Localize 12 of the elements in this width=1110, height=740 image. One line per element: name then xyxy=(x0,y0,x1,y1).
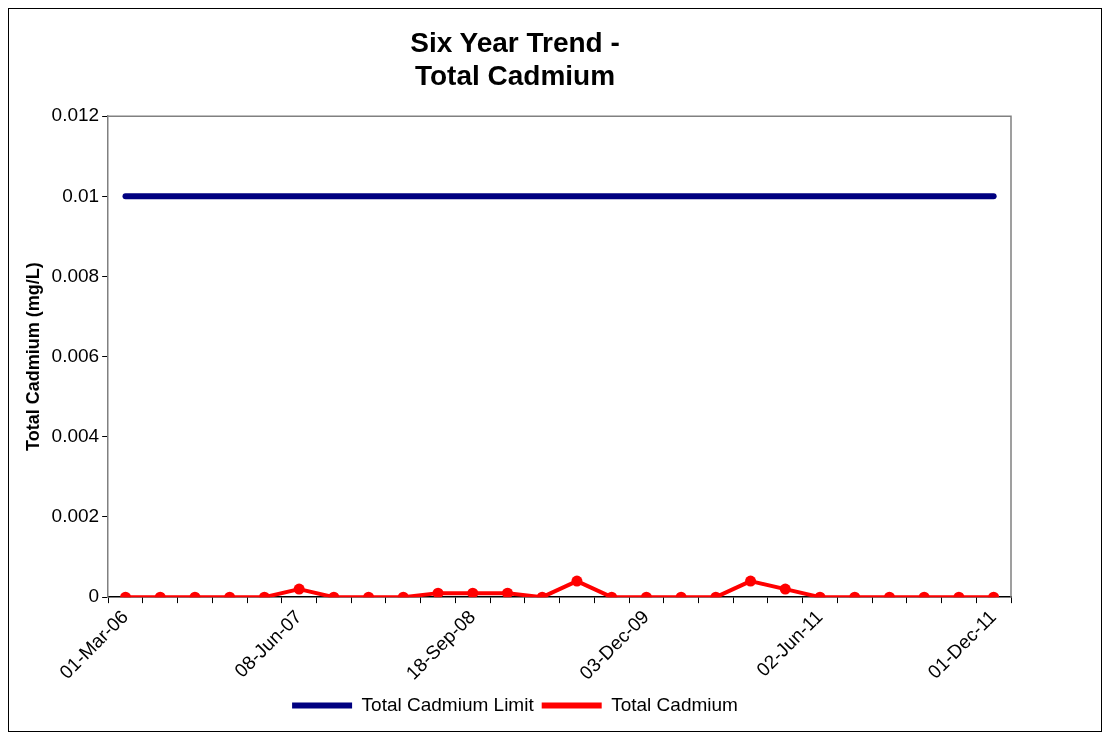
y-axis-title: Total Cadmium (mg/L) xyxy=(22,262,43,451)
legend-label: Total Cadmium Limit xyxy=(361,693,535,715)
y-tick-label: 0.004 xyxy=(51,425,100,447)
legend-label: Total Cadmium xyxy=(611,693,738,715)
y-tick-label: 0.01 xyxy=(62,184,100,206)
y-tick-label: 0.002 xyxy=(51,505,100,527)
text: Total Cadmium xyxy=(414,60,616,92)
y-tick-label: 0.008 xyxy=(51,264,100,286)
y-tick-label: 0 xyxy=(88,585,100,607)
y-tick-label: 0.006 xyxy=(51,344,100,366)
y-tick-label: 0.012 xyxy=(51,104,100,126)
text: Six Year Trend - xyxy=(410,26,620,58)
